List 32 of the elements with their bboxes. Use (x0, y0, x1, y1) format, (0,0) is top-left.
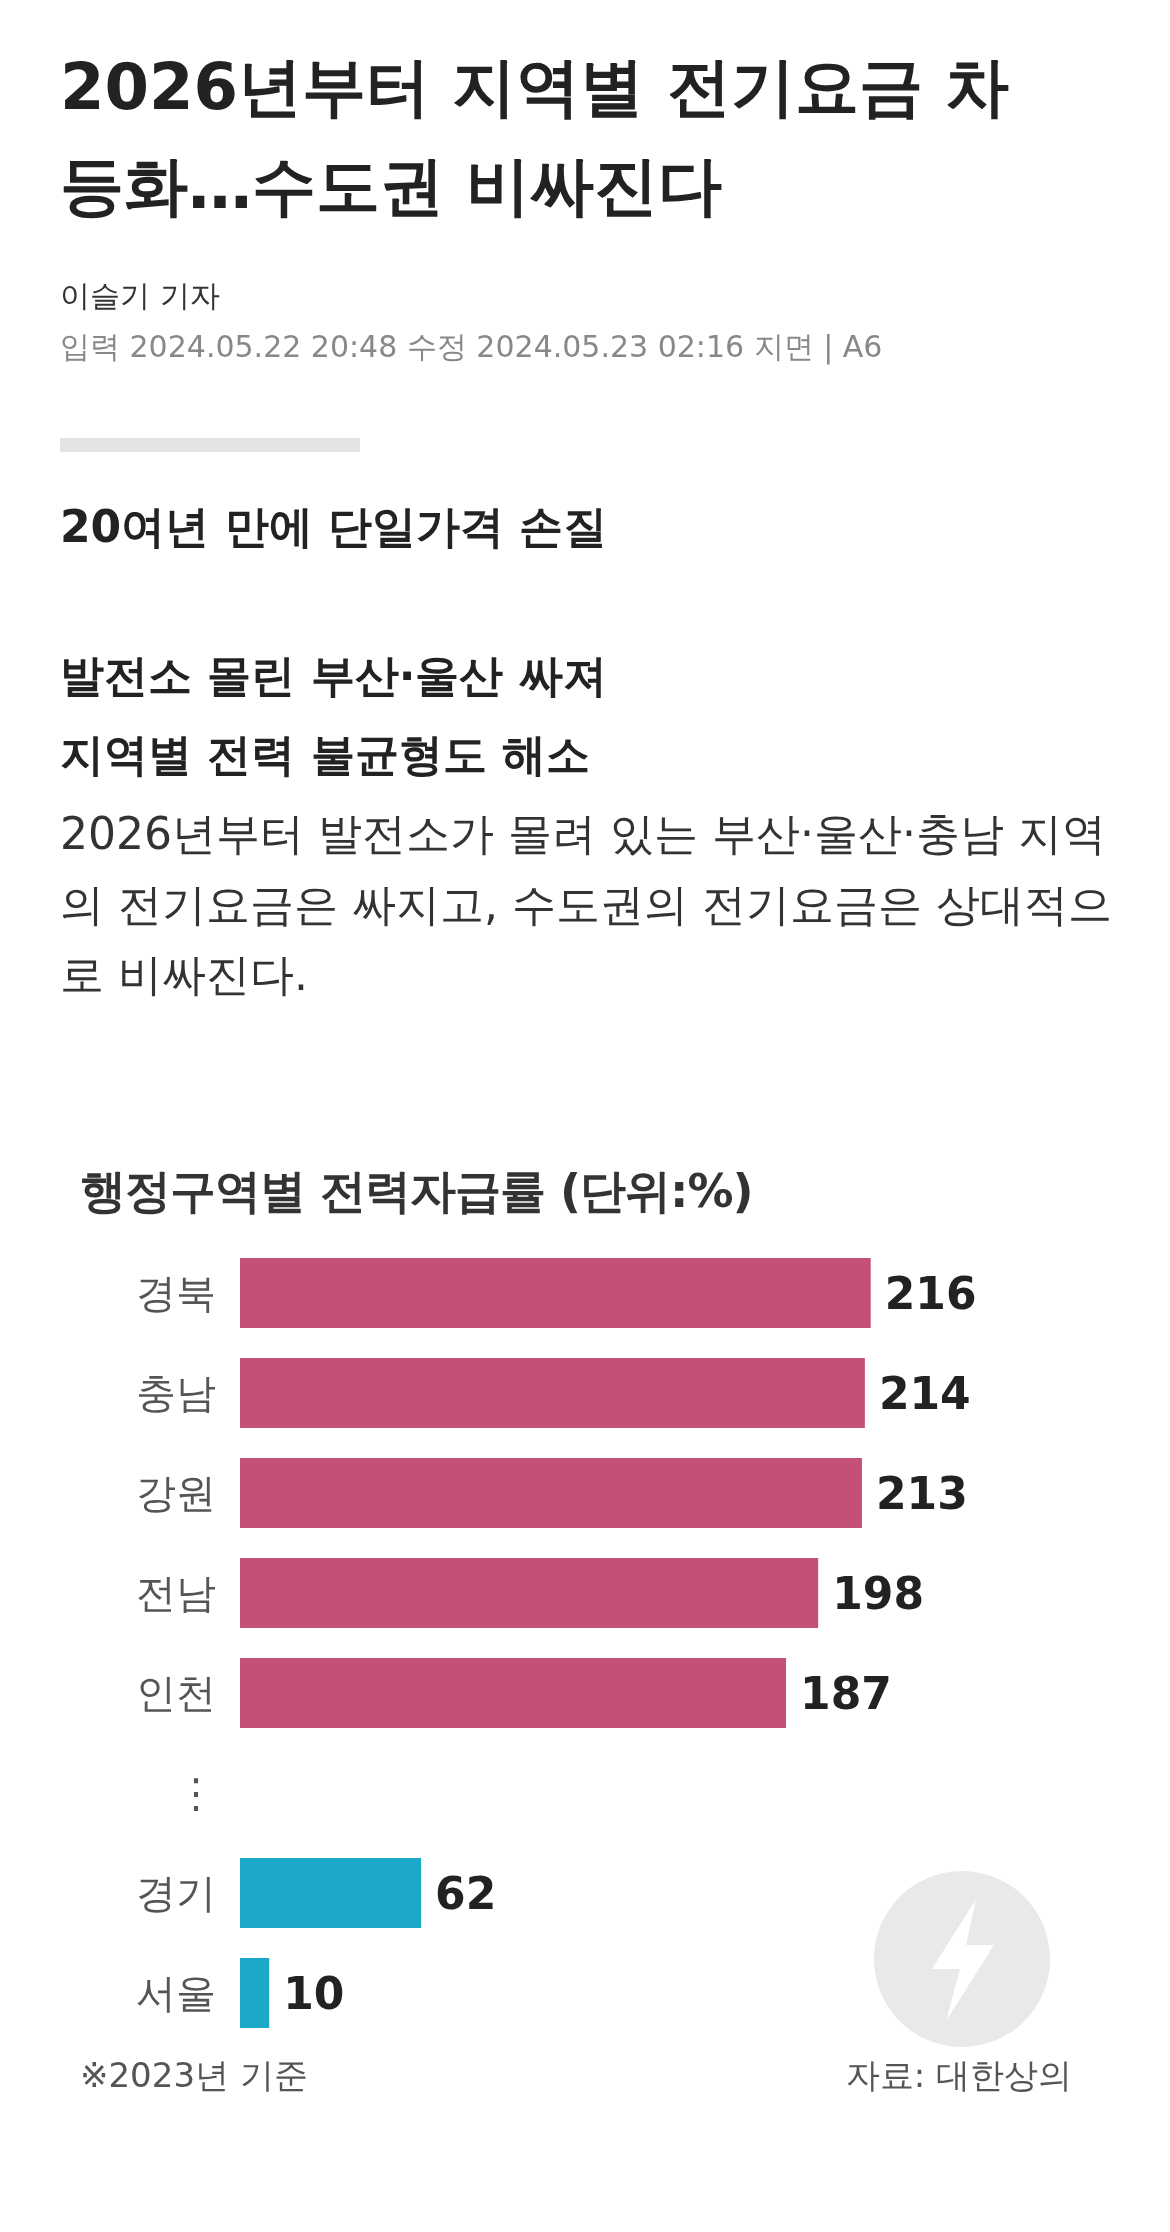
bar (240, 1957, 270, 2028)
data-label: 62 (435, 1867, 497, 1919)
bar (240, 1457, 862, 1528)
data-label: 187 (800, 1667, 892, 1719)
bar (240, 1557, 819, 1628)
data-label: 213 (875, 1467, 968, 1519)
text: 20여년 만에 단일가격 손질 (60, 500, 609, 555)
y-tick-label: 전남 (136, 1569, 216, 1616)
y-tick-label: 충남 (136, 1369, 216, 1416)
text: 입력 2024.05.22 20:48 수정 2024.05.23 02:16 지면 | A6 (60, 328, 884, 367)
data-label: 216 (884, 1267, 977, 1319)
chart-title: 2026년부터 지역별 전기요금 차등화…수도권 비싸진다 (60, 49, 1010, 226)
text: 자료: 대한상의 (845, 2053, 1072, 2097)
text: 이슬기 기자 (60, 277, 221, 316)
y-tick-label: 인천 (136, 1669, 216, 1716)
bar (240, 1257, 871, 1328)
text: 2026년부터 발전소가 몰려 있는 부산·울산·충남 지역의 전기요금은 싸지고, 수도권의 전기요금은 상대적으로 비싸진다. (60, 807, 1113, 1003)
y-tick-label: 경기 (136, 1869, 216, 1916)
data-label: 198 (832, 1567, 925, 1619)
chart-subtitle: 행정구역별 전력자급률 (단위:%) (80, 1162, 754, 1220)
text: 발전소 몰린 부산·울산 싸져 (60, 649, 608, 704)
y-tick-label: 서울 (136, 1969, 216, 2016)
bar (240, 1857, 422, 1928)
text: ※2023년 기준 (80, 2053, 308, 2097)
bar (240, 1657, 787, 1728)
bar (240, 1357, 865, 1428)
data-label: 214 (878, 1367, 971, 1419)
y-tick-label: ⋮ (176, 1769, 216, 1816)
data-label: 10 (283, 1967, 345, 2019)
y-tick-label: 강원 (136, 1469, 216, 1516)
y-tick-label: 경북 (136, 1269, 216, 1316)
text: 지역별 전력 불균형도 해소 (60, 728, 591, 783)
